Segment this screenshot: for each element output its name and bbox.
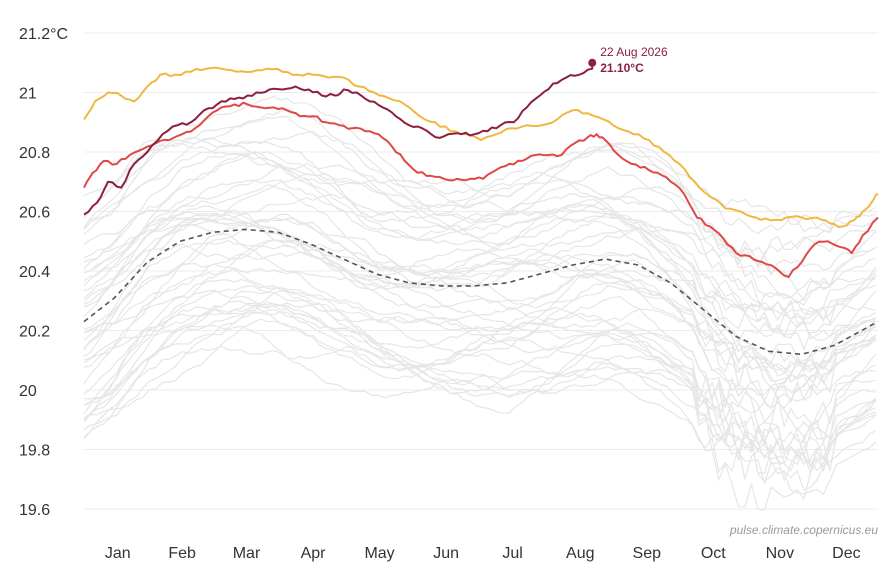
background-year-line — [83, 304, 876, 473]
climatology-mean-line[interactable] — [83, 228, 879, 356]
x-tick-label: Nov — [766, 545, 794, 562]
highlight-series — [83, 62, 879, 356]
background-year-line — [83, 301, 876, 429]
background-year-line — [83, 345, 877, 511]
annotation: 22 Aug 2026 21.10°C — [588, 45, 668, 75]
annotation-date: 22 Aug 2026 — [600, 45, 668, 59]
background-year-line — [83, 154, 877, 326]
current-value-marker[interactable] — [588, 58, 597, 67]
background-year-line — [83, 267, 877, 414]
background-year-line — [83, 285, 877, 432]
x-tick-label: Oct — [701, 545, 726, 562]
red-year-line[interactable] — [83, 101, 879, 278]
background-year-line — [83, 142, 877, 277]
background-year-line — [83, 136, 877, 302]
y-tick-label: 20.2 — [19, 324, 50, 341]
x-tick-label: Apr — [301, 545, 327, 562]
x-tick-label: Aug — [566, 545, 594, 562]
y-axis-ticks: 19.6 19.8 20 20.2 20.4 20.6 20.8 21 21.2°C — [19, 26, 68, 519]
background-year-line — [83, 220, 877, 374]
background-year-line — [83, 224, 877, 391]
background-year-line — [83, 205, 877, 373]
x-tick-label: Jun — [433, 545, 459, 562]
y-tick-label: 20.8 — [19, 145, 50, 162]
background-year-line — [83, 318, 877, 491]
background-year-line — [83, 150, 877, 323]
source-credit: pulse.climate.copernicus.eu — [729, 523, 878, 537]
y-tick-label: 20.6 — [19, 205, 50, 222]
background-year-line — [83, 289, 877, 480]
background-year-line — [83, 239, 877, 403]
y-tick-label: 19.6 — [19, 502, 50, 519]
x-tick-label: Jan — [105, 545, 131, 562]
x-tick-label: Jul — [502, 545, 522, 562]
x-tick-label: Mar — [233, 545, 261, 562]
x-tick-label: Feb — [168, 545, 196, 562]
x-tick-label: Sep — [633, 545, 662, 562]
y-tick-label: 21.2°C — [19, 26, 68, 43]
x-tick-label: Dec — [832, 545, 860, 562]
current-year-line[interactable] — [83, 62, 594, 216]
background-year-line — [83, 304, 877, 473]
background-year-line — [83, 193, 877, 343]
annotation-value: 21.10°C — [600, 61, 644, 75]
background-year-line — [83, 115, 876, 234]
background-year-line — [83, 179, 877, 352]
orange-year-line[interactable] — [83, 66, 879, 228]
background-years — [83, 95, 877, 511]
background-year-line — [83, 152, 877, 315]
gridlines — [84, 32, 878, 510]
y-tick-label: 21 — [19, 86, 37, 103]
y-tick-label: 20.4 — [19, 264, 50, 281]
x-axis-months: Jan Feb Mar Apr May Jun Jul Aug Sep Oct Nov Dec — [105, 545, 861, 562]
background-year-line — [83, 203, 876, 341]
background-year-line — [83, 95, 876, 235]
background-year-line — [83, 141, 876, 292]
background-year-line — [83, 300, 877, 483]
background-year-line — [83, 214, 877, 393]
x-tick-label: May — [364, 545, 394, 562]
background-year-line — [83, 162, 877, 313]
background-year-line — [83, 213, 877, 374]
background-year-line — [83, 311, 877, 472]
background-year-line — [83, 211, 877, 382]
y-tick-label: 20 — [19, 383, 37, 400]
y-tick-label: 19.8 — [19, 443, 50, 460]
background-year-line — [83, 278, 877, 459]
background-year-line — [83, 223, 877, 410]
